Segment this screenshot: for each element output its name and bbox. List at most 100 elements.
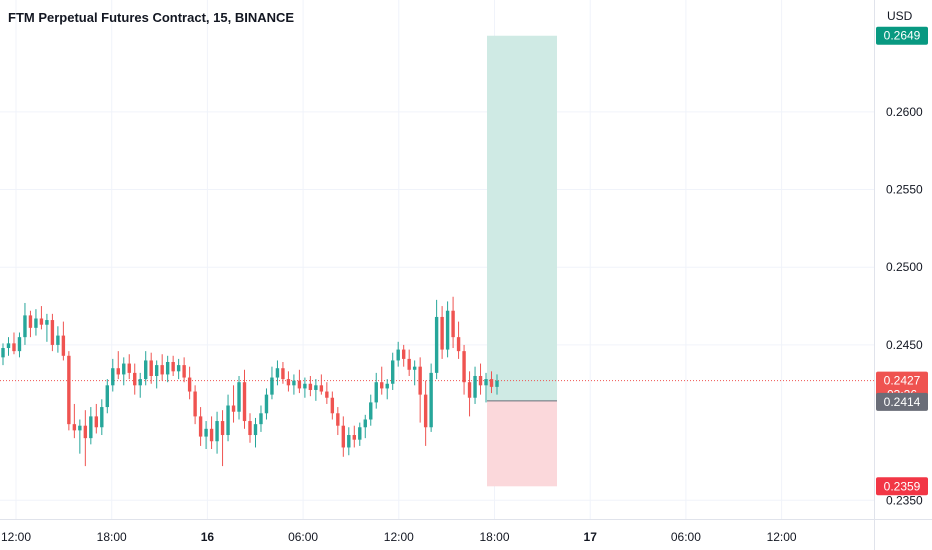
candle-body xyxy=(330,397,335,414)
profit-zone[interactable] xyxy=(487,35,557,401)
candle-body xyxy=(12,343,16,352)
candle-body xyxy=(434,316,439,373)
y-tick-label: 0.2350 xyxy=(886,493,923,507)
x-tick-label: 18:00 xyxy=(97,530,127,544)
candle-body xyxy=(297,380,302,389)
candle-body xyxy=(182,365,186,378)
candle-body xyxy=(445,310,450,350)
candle-body xyxy=(149,360,153,376)
time-axis[interactable]: 12:00 18:00 16 06:00 12:00 18:00 17 06:00 12:00 xyxy=(1,530,797,544)
candle-body xyxy=(314,385,318,390)
currency-label: USD xyxy=(887,9,913,23)
loss-zone[interactable] xyxy=(487,400,557,487)
candle-body xyxy=(111,368,115,386)
candle-body xyxy=(204,428,208,437)
target-price-tag-text: 0.2649 xyxy=(884,29,921,43)
y-tick-label: 0.2500 xyxy=(886,260,923,274)
candle-body xyxy=(347,435,351,448)
candle-body xyxy=(133,372,137,386)
x-tick-label: 18:00 xyxy=(479,530,509,544)
candle-body xyxy=(83,425,88,439)
candle-body xyxy=(89,416,93,439)
x-tick-label: 06:00 xyxy=(288,530,318,544)
candle-body xyxy=(215,421,219,442)
candle-body xyxy=(226,405,230,436)
candle-body xyxy=(336,413,340,426)
x-tick-label: 12:00 xyxy=(767,530,797,544)
candle-body xyxy=(484,379,488,386)
candle-body xyxy=(308,383,313,390)
candle-body xyxy=(391,360,395,384)
candle-body xyxy=(176,365,181,372)
candle-body xyxy=(456,337,461,352)
candle-body xyxy=(292,380,296,386)
candle-body xyxy=(412,366,417,370)
candle-body xyxy=(144,360,148,380)
position-zones[interactable] xyxy=(487,35,557,487)
candle-body xyxy=(286,379,291,386)
candle-body xyxy=(319,385,324,392)
candle-body xyxy=(374,382,378,403)
chart-title: FTM Perpetual Futures Contract, 15, BINA… xyxy=(8,10,294,25)
candle-body xyxy=(489,379,494,387)
candle-body xyxy=(369,402,373,420)
y-tick-label: 0.2600 xyxy=(886,105,923,119)
grid xyxy=(0,0,874,519)
y-tick-label: 0.2550 xyxy=(886,183,923,197)
candle-body xyxy=(209,428,214,442)
candle-body xyxy=(72,424,77,431)
candle-body xyxy=(171,362,175,372)
candlestick-series xyxy=(1,296,499,467)
candle-body xyxy=(270,377,274,395)
candle-body xyxy=(418,366,422,395)
y-tick-label: 0.2450 xyxy=(886,338,923,352)
candle-body xyxy=(380,382,384,389)
candle-body xyxy=(385,383,389,389)
stop-price-tag xyxy=(876,477,928,496)
candle-body xyxy=(78,425,82,431)
candle-body xyxy=(39,318,44,325)
target-price-tag xyxy=(876,26,928,45)
candle-body xyxy=(23,315,27,338)
price-axis[interactable]: 0.2600 0.2550 0.2500 0.2450 0.2350 xyxy=(886,105,923,507)
candle-body xyxy=(198,416,203,437)
x-tick-label: 06:00 xyxy=(671,530,701,544)
candle-body xyxy=(100,407,104,428)
candle-body xyxy=(6,343,11,349)
candle-body xyxy=(281,368,285,380)
candle-body xyxy=(341,425,346,448)
candle-body xyxy=(440,316,444,350)
candle-body xyxy=(17,337,22,352)
entry-price-tag xyxy=(876,392,928,411)
candle-body xyxy=(478,375,483,386)
candle-body xyxy=(45,320,49,325)
candle-body xyxy=(61,335,66,356)
candle-body xyxy=(56,335,60,345)
x-tick-label: 12:00 xyxy=(1,530,31,544)
candle-body xyxy=(396,349,400,361)
candle-body xyxy=(138,379,142,386)
candle-body xyxy=(495,380,499,387)
candle-body xyxy=(28,315,33,328)
candle-body xyxy=(154,365,159,376)
candle-body xyxy=(363,419,367,428)
candle-body xyxy=(116,368,120,375)
candle-body xyxy=(237,382,241,412)
candle-body xyxy=(34,318,38,328)
candle-body xyxy=(50,320,55,345)
candle-body xyxy=(94,416,99,428)
candle-body xyxy=(127,363,131,373)
candle-body xyxy=(423,394,428,428)
candle-body xyxy=(165,362,170,375)
candle-body xyxy=(264,394,269,414)
candle-body xyxy=(407,358,411,370)
candle-body xyxy=(462,351,466,383)
stop-price-tag-text: 0.2359 xyxy=(884,479,921,493)
candle-body xyxy=(259,413,263,425)
candle-body xyxy=(220,421,225,436)
candle-body xyxy=(253,424,258,436)
candle-body xyxy=(160,365,164,375)
candle-body xyxy=(242,382,247,422)
